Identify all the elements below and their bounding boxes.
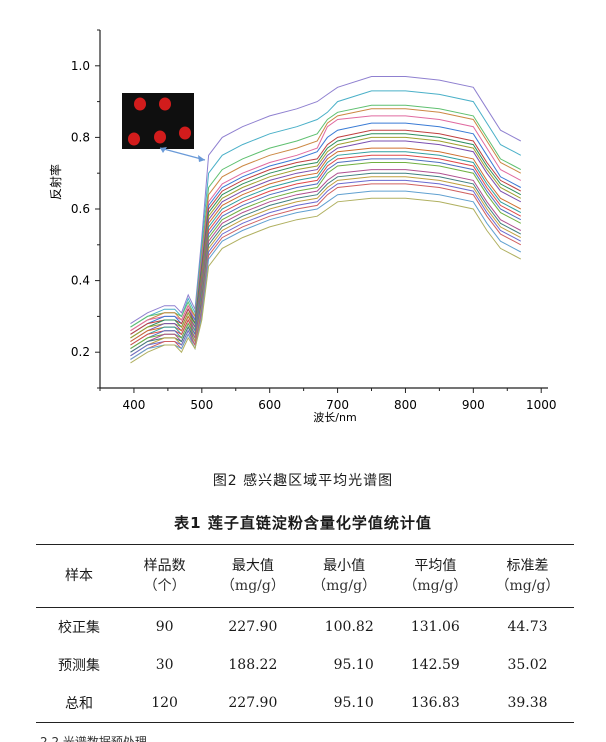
x-axis-ticks: 400 500 600 700 800 900 1000 xyxy=(99,388,557,412)
header-sd: 标准差 （mg/g） xyxy=(481,545,574,608)
x-tick-label: 500 xyxy=(190,398,213,412)
spectrum-line-2 xyxy=(130,90,522,328)
table-title: 表1 莲子直链淀粉含量化学值统计值 xyxy=(174,514,432,532)
cell-count: 30 xyxy=(155,657,174,673)
spectrum-line-13 xyxy=(130,154,522,346)
header-sd-unit: （mg/g） xyxy=(495,578,560,594)
spectrum-line-10 xyxy=(130,140,522,342)
header-count-label: 样品数 xyxy=(143,558,186,574)
cell-max: 188.22 xyxy=(228,657,278,673)
cell-min: 95.10 xyxy=(333,657,374,673)
spectrum-line-4 xyxy=(130,108,522,332)
header-min-unit: （mg/g） xyxy=(312,578,377,594)
y-axis-label: 反射率 xyxy=(48,164,63,200)
spectrum-line-1 xyxy=(130,76,522,325)
spectrum-line-21 xyxy=(130,190,522,360)
header-min: 最小值 （mg/g） xyxy=(299,545,390,608)
cell-max: 227.90 xyxy=(228,619,278,635)
lotus-seed-dot xyxy=(159,97,171,111)
cell-count: 120 xyxy=(151,695,178,711)
cell-max: 227.90 xyxy=(228,695,278,711)
header-max-label: 最大值 xyxy=(231,558,274,574)
y-axis-ticks: 0.2 0.4 0.6 0.8 1.0 xyxy=(71,29,100,389)
cell-sd: 44.73 xyxy=(507,619,548,635)
header-count-unit: （个） xyxy=(143,578,186,594)
table-row: 校正集 90 227.90 100.82 131.06 44.73 xyxy=(36,608,574,647)
cell-sd: 35.02 xyxy=(507,657,548,673)
cell-mean: 142.59 xyxy=(410,657,460,673)
header-sd-label: 标准差 xyxy=(506,558,549,574)
inset-pointer-tail xyxy=(160,147,167,153)
spectrum-line-9 xyxy=(130,136,522,339)
spectrum-line-14 xyxy=(130,158,522,350)
x-tick-label: 900 xyxy=(462,398,485,412)
next-section-heading: 2.2 光谱数据预处理 xyxy=(40,735,147,742)
cell-sample: 预测集 xyxy=(57,658,100,674)
lotus-seed-dot xyxy=(179,126,191,140)
amylose-statistics-table: 样本 样品数 （个） 最大值 （mg/g） 最小值 （mg/g） 平均值 （mg… xyxy=(36,544,574,723)
lotus-seed-dot xyxy=(128,132,140,146)
header-sample: 样本 xyxy=(36,545,122,608)
lotus-seed-sample-image xyxy=(122,93,206,162)
cell-mean: 131.06 xyxy=(410,619,460,635)
y-tick-label: 0.4 xyxy=(71,274,90,288)
cell-sd: 39.38 xyxy=(507,695,548,711)
spectrum-line-6 xyxy=(130,122,522,335)
header-sample-label: 样本 xyxy=(64,568,93,584)
spectrum-line-3 xyxy=(130,104,522,328)
y-tick-label: 0.8 xyxy=(71,130,90,144)
lotus-seed-dot xyxy=(134,97,146,111)
spectrum-line-5 xyxy=(130,115,522,332)
x-tick-label: 400 xyxy=(122,398,145,412)
header-max-unit: （mg/g） xyxy=(220,578,285,594)
spectrum-line-8 xyxy=(130,133,522,339)
cell-min: 95.10 xyxy=(333,695,374,711)
spectrum-line-12 xyxy=(130,151,522,346)
header-mean-unit: （mg/g） xyxy=(403,578,468,594)
x-tick-label: 1000 xyxy=(526,398,557,412)
inset-pointer-arrowhead xyxy=(198,155,205,162)
spectrum-line-11 xyxy=(130,147,522,342)
spectra-figure: 400 500 600 700 800 900 1000 0.2 0.4 0.6 0.8 1.0 波… xyxy=(48,29,557,424)
lotus-seed-dot xyxy=(154,130,166,144)
spectrum-line-19 xyxy=(130,179,522,357)
header-mean: 平均值 （mg/g） xyxy=(390,545,481,608)
table-header-row: 样本 样品数 （个） 最大值 （mg/g） 最小值 （mg/g） 平均值 （mg… xyxy=(36,544,574,608)
x-tick-label: 700 xyxy=(326,398,349,412)
figure-caption: 图2 感兴趣区域平均光谱图 xyxy=(212,473,394,489)
spectrum-line-18 xyxy=(130,176,522,357)
spectral-lines xyxy=(130,76,522,364)
table-row: 总和 120 227.90 95.10 136.83 39.38 xyxy=(36,684,574,723)
spectrum-line-17 xyxy=(130,172,522,353)
x-tick-label: 600 xyxy=(258,398,281,412)
spectrum-line-15 xyxy=(130,162,522,350)
inset-pointer-line xyxy=(159,147,206,161)
cell-count: 90 xyxy=(155,619,174,635)
y-tick-label: 1.0 xyxy=(71,59,90,73)
header-mean-label: 平均值 xyxy=(414,558,457,574)
x-tick-label: 800 xyxy=(394,398,417,412)
spectrum-line-20 xyxy=(130,183,522,360)
table-row: 预测集 30 188.22 95.10 142.59 35.02 xyxy=(36,646,574,684)
cell-min: 100.82 xyxy=(324,619,374,635)
y-tick-label: 0.6 xyxy=(71,202,90,216)
cell-sample: 总和 xyxy=(64,696,93,712)
header-max: 最大值 （mg/g） xyxy=(207,545,298,608)
spectrum-line-16 xyxy=(130,169,522,353)
header-count: 样品数 （个） xyxy=(122,545,207,608)
spectrum-line-22 xyxy=(130,197,522,364)
header-min-label: 最小值 xyxy=(323,558,366,574)
spectrum-line-7 xyxy=(130,129,522,335)
cell-sample: 校正集 xyxy=(57,620,100,636)
x-axis-label: 波长/nm xyxy=(313,411,356,424)
cell-mean: 136.83 xyxy=(410,695,460,711)
y-tick-label: 0.2 xyxy=(71,345,90,359)
